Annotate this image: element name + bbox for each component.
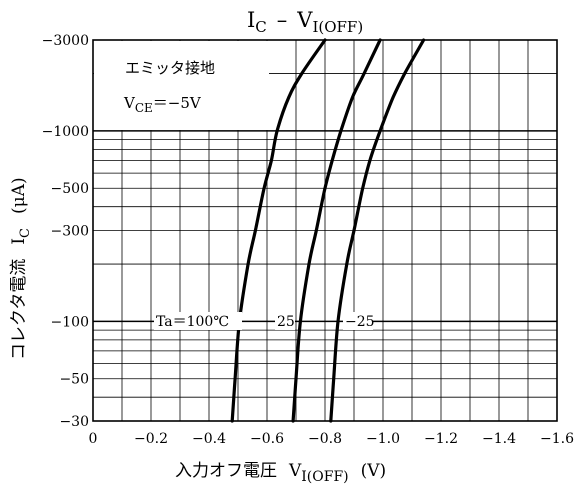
y-tick-label: −3000	[42, 33, 89, 49]
series-label-minus25: −25	[345, 314, 375, 330]
series-curve-1	[291, 38, 382, 423]
condition-line1: エミッタ接地	[125, 59, 215, 77]
x-tick-label: −0.4	[192, 431, 226, 447]
y-axis-label: コレクタ電流	[9, 259, 29, 360]
label-bg-25	[275, 312, 295, 330]
y-axis-title: コレクタ電流 IC (μA)	[9, 177, 33, 360]
y-tick-label: −1000	[42, 124, 89, 140]
y-axis-unit: (μA)	[9, 177, 29, 214]
x-tick-label: −1.4	[482, 431, 516, 447]
condition-box: エミッタ接地 VCE＝−5V	[94, 41, 269, 130]
x-axis-title: 入力オフ電圧 VI(OFF) (V)	[175, 461, 386, 485]
x-tick-label: −1.0	[366, 431, 400, 447]
condition-line2: VCE＝−5V	[123, 94, 202, 115]
x-tick-labels: 0 −0.2 −0.4 −0.6 −0.8 −1.0 −1.2 −1.4 −1.6	[89, 431, 575, 447]
x-tick-label: −1.6	[540, 431, 574, 447]
condition-box-bg	[94, 41, 269, 130]
y-tick-label: −30	[59, 414, 89, 430]
y-tick-labels: −30 −50 −100 −300 −500 −1000 −3000	[42, 33, 89, 430]
x-tick-label: −0.8	[308, 431, 342, 447]
series-curve-0	[230, 38, 327, 423]
curve-labels: Ta＝100℃ 25 −25	[154, 312, 375, 330]
x-axis-unit: (V)	[361, 461, 387, 481]
y-tick-label: −300	[51, 224, 89, 240]
series-label-ta100: Ta＝100℃	[156, 314, 229, 330]
x-tick-label: −1.2	[424, 431, 458, 447]
y-tick-label: −500	[51, 181, 89, 197]
label-bg-100	[154, 312, 242, 330]
series-curve-2	[329, 38, 426, 423]
vce-symbol: V	[123, 94, 136, 112]
x-axis-label: 入力オフ電圧	[175, 461, 277, 481]
x-tick-label: −0.2	[134, 431, 168, 447]
y-axis-symbol-sub: C	[18, 228, 33, 238]
title-v-sub: I(OFF)	[312, 18, 363, 36]
title-dash: –	[277, 8, 288, 32]
x-axis-symbol: V	[288, 461, 302, 481]
title-ic-sub: C	[255, 18, 266, 36]
y-axis-symbol: I	[9, 238, 29, 245]
title-ic: I	[247, 8, 255, 32]
vce-value: ＝−5V	[153, 94, 202, 112]
chart-title: IC – VI(OFF)	[247, 8, 363, 36]
vce-sub: CE	[135, 101, 153, 115]
title-v: V	[296, 8, 313, 32]
y-tick-label: −50	[59, 372, 89, 388]
curves	[230, 38, 426, 423]
x-tick-label: −0.6	[250, 431, 284, 447]
x-tick-label: 0	[89, 431, 98, 447]
series-label-25: 25	[277, 314, 295, 330]
y-tick-label: −100	[51, 314, 89, 330]
label-bg-m25	[343, 312, 373, 330]
x-axis-symbol-sub: I(OFF)	[301, 469, 348, 485]
